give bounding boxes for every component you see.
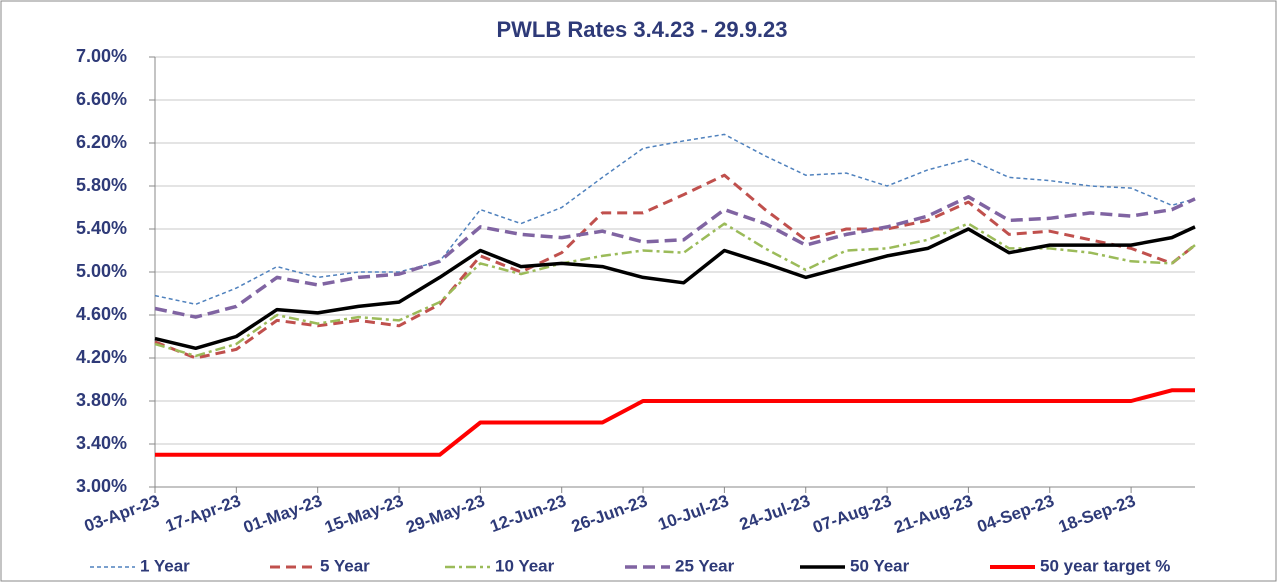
legend-label: 50 Year [850,556,910,575]
legend-label: 50 year target % [1040,556,1170,575]
y-tick-label: 4.60% [76,304,127,324]
y-tick-label: 3.00% [76,476,127,496]
legend-label: 5 Year [320,556,370,575]
series-line [155,388,1195,457]
y-tick-label: 5.80% [76,175,127,195]
legend-label: 25 Year [675,556,735,575]
legend-label: 10 Year [495,556,555,575]
chart-title: PWLB Rates 3.4.23 - 29.9.23 [496,17,787,42]
series-line [154,222,1196,358]
y-tick-label: 7.00% [76,46,127,66]
series-line [154,173,1196,360]
legend-label: 1 Year [140,556,190,575]
y-tick-label: 6.60% [76,89,127,109]
y-tick-label: 5.40% [76,218,127,238]
series-line [154,133,1196,306]
y-tick-label: 3.80% [76,390,127,410]
y-tick-label: 6.20% [76,132,127,152]
y-tick-label: 3.40% [76,433,127,453]
y-tick-label: 5.00% [76,261,127,281]
y-tick-label: 4.20% [76,347,127,367]
series-line [154,225,1196,351]
series-line [154,195,1196,319]
